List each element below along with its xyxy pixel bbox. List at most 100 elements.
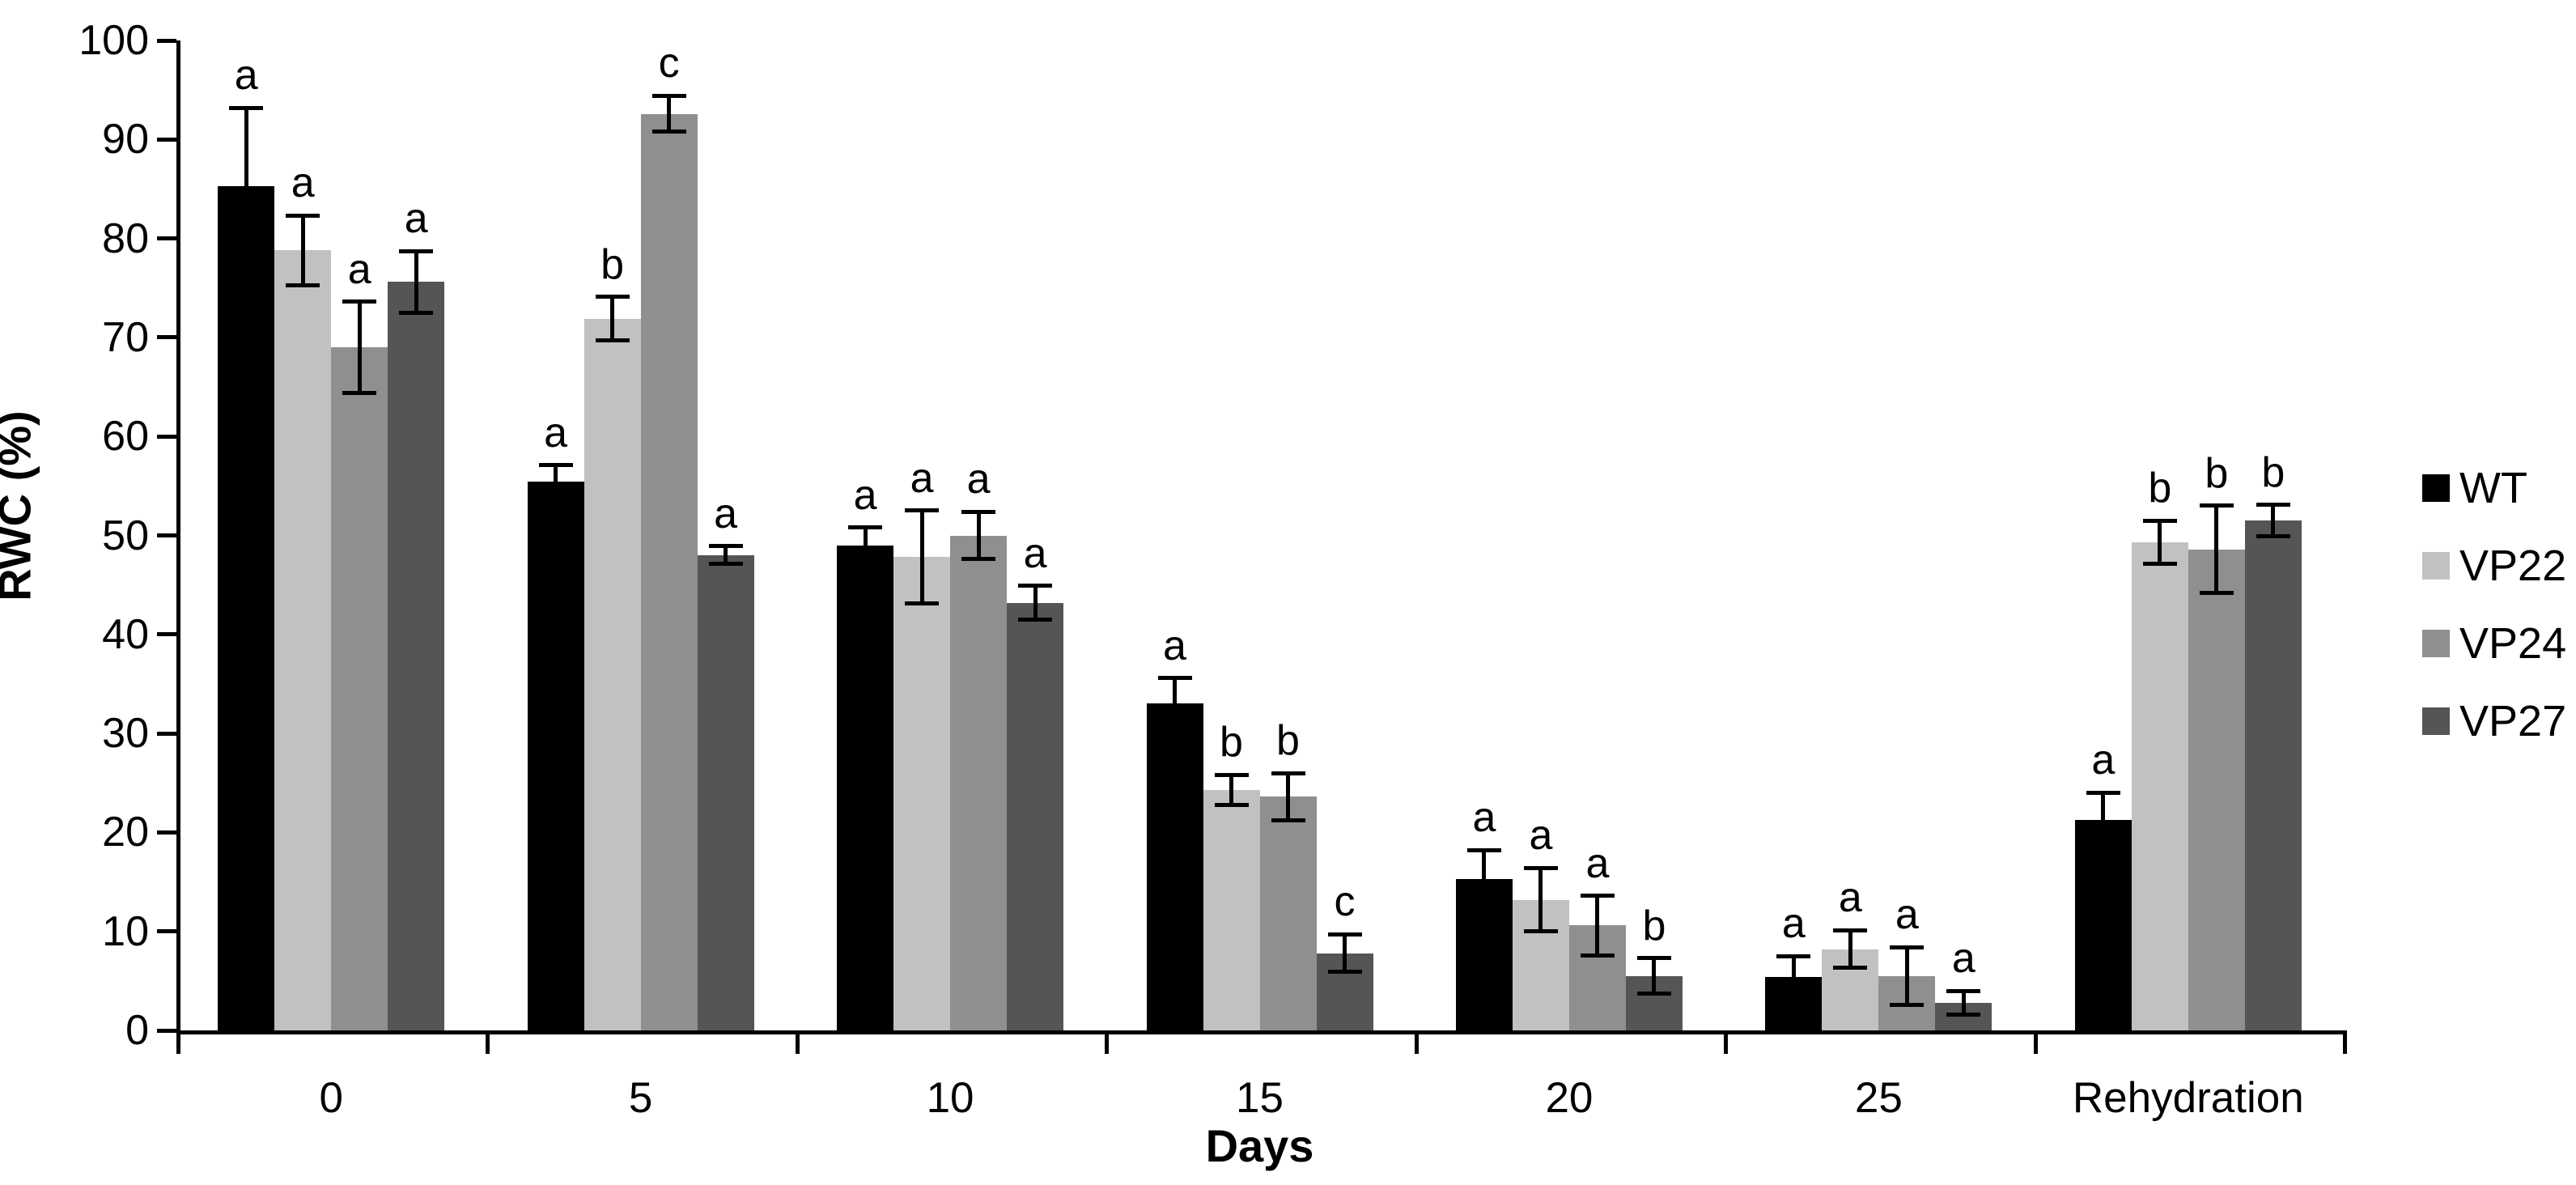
- bar-WT-Rehydration: [2074, 819, 2132, 1030]
- x-tick: [1724, 1034, 1729, 1054]
- x-tick: [486, 1034, 490, 1054]
- error-bar-cap-bottom: [905, 601, 940, 606]
- significance-letter: a: [714, 490, 738, 537]
- y-tick-label: 0: [125, 1007, 149, 1054]
- error-bar-cap-top: [1523, 865, 1558, 870]
- error-bar: [2158, 520, 2162, 564]
- legend-marker: [2422, 474, 2450, 502]
- x-tick: [176, 1034, 180, 1054]
- legend-marker: [2422, 630, 2450, 657]
- y-tick-label: 60: [102, 413, 149, 461]
- error-bar-cap-top: [1580, 894, 1615, 898]
- legend-label: VP27: [2459, 697, 2567, 745]
- error-bar-cap-top: [1327, 932, 1362, 937]
- significance-letter: a: [1023, 529, 1047, 577]
- y-tick-label: 50: [102, 512, 149, 559]
- error-bar: [300, 215, 305, 286]
- error-bar: [1595, 895, 1600, 956]
- significance-letter: a: [910, 454, 934, 502]
- x-tick-label: 25: [1854, 1074, 1903, 1122]
- significance-letter: a: [1529, 812, 1553, 860]
- error-bar: [1482, 850, 1487, 908]
- error-bar-cap-bottom: [1271, 818, 1305, 823]
- legend-label: VP24: [2459, 619, 2567, 668]
- bar-VP24-5: [640, 113, 698, 1030]
- error-bar-cap-top: [1271, 771, 1305, 775]
- error-bar-cap-top: [2142, 518, 2177, 523]
- x-tick: [1414, 1034, 1419, 1054]
- error-bar-cap-top: [1833, 928, 1868, 932]
- legend-item-WT: WT: [2422, 466, 2566, 510]
- error-bar: [357, 301, 362, 393]
- error-bar-cap-top: [1636, 956, 1671, 961]
- legend-marker: [2422, 707, 2450, 735]
- y-tick: [157, 137, 176, 142]
- error-bar: [1538, 868, 1543, 932]
- bar-WT-5: [527, 482, 584, 1030]
- error-bar-cap-bottom: [595, 338, 630, 343]
- error-bar-cap-top: [1776, 954, 1811, 958]
- error-bar-cap-bottom: [2142, 562, 2177, 567]
- x-tick: [795, 1034, 800, 1054]
- error-bar-cap-top: [2256, 503, 2290, 508]
- error-bar-cap-bottom: [538, 496, 573, 501]
- x-tick-label: 20: [1545, 1074, 1594, 1122]
- error-bar: [1904, 947, 1909, 1005]
- error-bar: [863, 527, 868, 563]
- y-tick: [157, 830, 176, 835]
- significance-letter: a: [1585, 839, 1610, 887]
- error-bar-cap-top: [2199, 503, 2234, 508]
- error-bar-cap-top: [651, 93, 686, 98]
- error-bar-cap-bottom: [848, 561, 883, 566]
- error-bar: [414, 251, 418, 313]
- significance-letter: b: [2205, 449, 2229, 497]
- legend-item-VP24: VP24: [2422, 622, 2566, 665]
- y-tick-label: 40: [102, 610, 149, 658]
- error-bar-cap-bottom: [1580, 953, 1615, 958]
- legend-marker: [2422, 552, 2450, 580]
- x-tick: [1105, 1034, 1110, 1054]
- y-tick-label: 70: [102, 313, 149, 361]
- error-bar-cap-bottom: [286, 282, 320, 287]
- error-bar: [244, 108, 248, 265]
- significance-letter: a: [1472, 794, 1496, 842]
- legend-item-VP27: VP27: [2422, 699, 2566, 743]
- legend-label: VP22: [2459, 542, 2567, 590]
- bar-VP27-10: [1007, 602, 1064, 1030]
- error-bar: [1652, 958, 1657, 994]
- error-bar: [1343, 934, 1347, 972]
- error-bar-cap-bottom: [2256, 534, 2290, 539]
- x-tick-label: 5: [628, 1074, 653, 1122]
- bar-WT-10: [837, 545, 894, 1030]
- error-bar-cap-bottom: [399, 310, 434, 315]
- significance-letter: a: [1951, 935, 1975, 983]
- significance-letter: b: [1642, 902, 1666, 949]
- significance-letter: a: [1895, 891, 1919, 939]
- error-bar-cap-bottom: [2086, 844, 2120, 849]
- significance-letter: a: [234, 52, 258, 100]
- y-tick-label: 20: [102, 809, 149, 856]
- error-bar: [976, 512, 981, 559]
- error-bar-cap-bottom: [1946, 1012, 1981, 1017]
- error-bar-cap-top: [399, 248, 434, 253]
- error-bar-cap-bottom: [1327, 970, 1362, 975]
- y-tick-label: 80: [102, 214, 149, 262]
- error-bar: [1286, 773, 1290, 821]
- error-bar: [554, 465, 558, 499]
- error-bar-cap-bottom: [1018, 617, 1053, 622]
- error-bar-cap-top: [708, 544, 743, 549]
- bar-VP22-10: [893, 557, 951, 1030]
- error-bar-cap-top: [1946, 988, 1981, 993]
- bar-VP24-Rehydration: [2188, 549, 2245, 1030]
- error-bar-cap-top: [961, 509, 996, 514]
- bar-VP27-0: [388, 282, 445, 1030]
- significance-letter: a: [404, 195, 428, 243]
- y-tick: [157, 533, 176, 537]
- bar-VP22-Rehydration: [2131, 542, 2188, 1030]
- error-bar-cap-top: [1214, 772, 1249, 777]
- significance-letter: a: [2091, 737, 2116, 784]
- x-tick-label: 10: [926, 1074, 974, 1122]
- error-bar: [667, 96, 672, 132]
